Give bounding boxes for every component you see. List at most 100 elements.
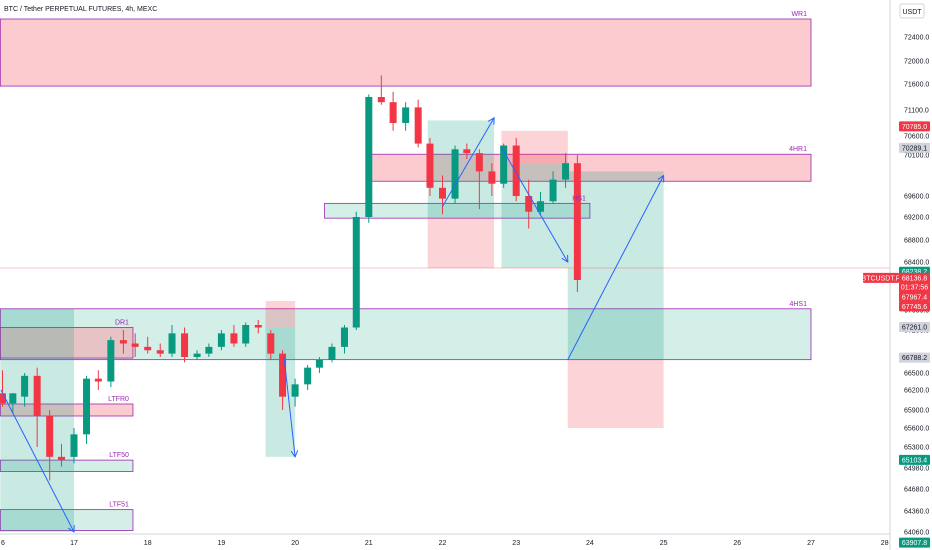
candle[interactable] [451,145,459,204]
candle[interactable] [33,367,41,447]
candle-body [525,196,533,212]
price-badge: 70785.0 [899,121,930,132]
candle[interactable] [9,393,17,413]
symbol-title[interactable]: BTC / Tether PERPETUAL FUTURES, 4h, MEXC [4,6,157,13]
price-badge: 68136.8 [899,272,930,283]
candle-body [57,456,65,461]
candle[interactable] [573,155,581,292]
candle[interactable] [131,333,139,357]
price-badge: 01:37:56 [899,282,930,293]
candle[interactable] [181,327,189,363]
candle[interactable] [254,320,262,334]
badge-label: 67261.0 [902,324,927,331]
x-tick-label: 21 [365,540,373,547]
candle[interactable] [83,375,91,444]
candle[interactable] [525,179,533,229]
candle[interactable] [365,94,373,223]
stop-loss-box[interactable] [567,359,664,428]
candle[interactable] [193,350,201,360]
candle[interactable] [304,365,312,390]
projection-arrow[interactable] [283,356,299,458]
candle[interactable] [315,357,323,373]
candle[interactable] [0,370,7,407]
candle[interactable] [537,191,545,215]
projection-arrow[interactable] [0,389,75,533]
candle[interactable] [439,175,446,215]
candle[interactable] [488,163,496,196]
take-profit-box[interactable] [501,163,568,268]
y-tick-label: 70600.0 [904,134,929,141]
badge-bg [899,301,930,312]
candle[interactable] [107,336,115,388]
candle[interactable] [168,325,176,357]
candle[interactable] [70,428,78,464]
candle[interactable] [279,350,287,410]
x-tick-label: 26 [733,540,741,547]
candle[interactable] [94,370,102,390]
candle[interactable] [475,149,483,210]
candle[interactable] [21,373,29,407]
candle-body [83,378,91,435]
projection-arrow[interactable] [501,147,569,263]
candle[interactable] [463,143,471,160]
candle[interactable] [340,325,348,354]
currency-button[interactable]: USDT [899,3,925,19]
y-tick-label: 72000.0 [904,59,929,66]
x-axis[interactable]: 6 17 18 19 20 21 22 23 24 25 26 27 28 [1,540,889,547]
badge-label: 63907.8 [902,540,927,547]
candle[interactable] [217,330,225,351]
y-tick-label: 69200.0 [904,215,929,222]
candle[interactable] [549,171,557,204]
candle-body [107,340,115,382]
projection-arrow[interactable] [442,116,495,207]
zone-wr1[interactable] [0,18,812,87]
arrow-shaft [501,147,569,263]
candle[interactable] [414,99,422,148]
zone-label-ltf50: LTF50 [109,452,129,459]
candle[interactable] [389,91,397,131]
candle[interactable] [46,410,54,481]
y-tick-label: 72400.0 [904,35,929,42]
badge-bg [899,454,930,465]
zone-ltf51[interactable] [0,509,134,532]
candle[interactable] [328,343,336,363]
candle[interactable] [291,378,299,407]
candle[interactable] [267,330,275,360]
y-tick-label: 68800.0 [904,238,929,245]
zone-ltf50[interactable] [0,459,134,472]
candle[interactable] [562,153,570,188]
candle[interactable] [377,75,385,105]
currency-label: USDT [902,9,922,16]
y-tick-label: 66500.0 [904,371,929,378]
candle[interactable] [242,322,250,347]
badge-label: 66788.2 [902,355,927,362]
stop-loss-box[interactable] [265,301,296,328]
candle[interactable] [230,325,238,347]
candle-body [304,367,312,385]
candle[interactable] [512,137,520,202]
candle[interactable] [205,343,213,358]
y-tick-label: 64060.0 [904,530,929,537]
candle[interactable] [57,443,65,467]
candle[interactable] [402,102,410,131]
candle[interactable] [156,343,164,358]
candle-body [562,163,570,180]
candle[interactable] [426,137,434,196]
projection-arrow[interactable] [567,174,665,360]
candle-body [463,149,471,154]
candle[interactable] [144,336,152,354]
stop-loss-box[interactable] [501,130,568,164]
y-tick-label: 68400.0 [904,260,929,267]
stop-loss-box[interactable] [427,217,495,268]
badge-label: 70289.1 [902,145,927,152]
zone-ltfr0[interactable] [0,403,134,417]
candle[interactable] [119,330,127,354]
y-tick-label: 71100.0 [904,108,929,115]
x-tick-label: 23 [512,540,520,547]
zone-hs1[interactable] [324,202,591,219]
x-tick-label: 20 [291,540,299,547]
candle[interactable] [352,211,360,330]
x-tick-label: 17 [70,540,78,547]
